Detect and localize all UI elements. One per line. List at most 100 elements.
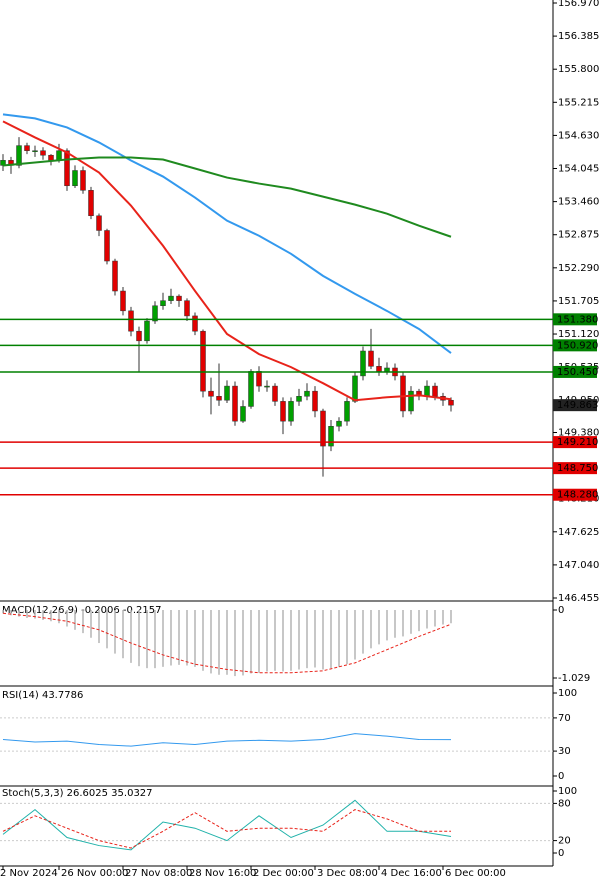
x-tick-label: 28 Nov 16:00: [189, 868, 256, 879]
candle-body: [224, 385, 230, 401]
indicator-line: [2, 799, 452, 851]
y-tick-label: 153.460: [558, 197, 599, 208]
candle-body: [112, 260, 118, 292]
candle-body: [296, 396, 302, 402]
y-tick-label: 20: [558, 836, 571, 847]
candle-body: [24, 145, 30, 151]
indicator-line: [2, 612, 452, 674]
candle-body: [288, 401, 294, 422]
candle-body: [16, 145, 22, 166]
candle-body: [64, 150, 70, 187]
candle-body: [216, 396, 222, 401]
candle-body: [88, 190, 94, 217]
candle-body: [280, 401, 286, 422]
candle-body: [232, 385, 238, 422]
candle-body: [80, 170, 86, 191]
candle-body: [72, 170, 78, 187]
candle-body: [160, 300, 166, 306]
candle-body: [144, 320, 150, 342]
candle-body: [32, 150, 38, 152]
candle-body: [424, 385, 430, 397]
candle-body: [152, 305, 158, 322]
candle-body: [352, 375, 358, 402]
candle-body: [184, 300, 190, 317]
y-tick-label: 147.625: [558, 527, 599, 538]
y-tick-label: 149.380: [558, 427, 599, 438]
candle-body: [416, 390, 422, 397]
y-tick-label: 100: [558, 786, 577, 797]
candle-body: [344, 401, 350, 422]
y-tick-label: 151.120: [558, 329, 599, 340]
y-tick-label: 146.455: [558, 593, 599, 604]
x-tick-label: 3 Dec 08:00: [317, 868, 378, 879]
candle-body: [304, 390, 310, 397]
candle-body: [176, 295, 182, 301]
indicator-label: RSI(14) 43.7786: [2, 690, 83, 701]
y-tick-label: -1.029: [558, 673, 590, 684]
candle-body: [376, 366, 382, 372]
candle-body: [264, 385, 270, 388]
candle-body: [40, 150, 46, 156]
indicator-line: [2, 733, 452, 747]
candle-body: [96, 215, 102, 231]
level-label-box: [553, 339, 597, 352]
y-tick-label: 0: [558, 848, 564, 859]
current-price-box: [553, 399, 597, 412]
candle-body: [320, 410, 326, 447]
candle-body: [128, 310, 134, 332]
level-label-box: [553, 313, 597, 326]
level-label: 150.450: [557, 367, 598, 378]
candle-body: [248, 371, 254, 407]
candle-body: [328, 426, 334, 447]
candle-body: [272, 385, 278, 402]
candle-body: [104, 230, 110, 262]
y-tick-label: 155.800: [558, 64, 599, 75]
level-label: 148.280: [557, 490, 598, 501]
level-label: 150.920: [557, 340, 598, 351]
level-label: 148.750: [557, 463, 598, 474]
level-label-box: [553, 436, 597, 449]
candle-body: [136, 330, 142, 342]
y-tick-label: 147.040: [558, 560, 599, 571]
x-tick-label: 27 Nov 08:00: [125, 868, 192, 879]
candle-body: [360, 350, 366, 377]
current-price-label: 149.863: [557, 400, 598, 411]
candle-body: [336, 420, 342, 427]
candle-body: [168, 295, 174, 301]
level-label-box: [553, 462, 597, 475]
y-tick-label: 70: [558, 713, 571, 724]
level-label-box: [553, 365, 597, 378]
candle-body: [56, 150, 62, 161]
x-tick-label: 2 Dec 00:00: [253, 868, 314, 879]
candle-body: [368, 350, 374, 367]
candle-body: [240, 406, 246, 422]
indicator-label: MACD(12,26,9) -0.2006 -0.2157: [2, 605, 162, 616]
y-tick-label: 154.630: [558, 130, 599, 141]
candle-body: [432, 385, 438, 397]
level-label-box: [553, 488, 597, 501]
x-tick-label: 2 Nov 2024: [0, 868, 58, 879]
y-tick-label: 152.875: [558, 230, 599, 241]
y-tick-label: 80: [558, 798, 571, 809]
candle-body: [200, 330, 206, 392]
y-tick-label: 151.705: [558, 296, 599, 307]
y-tick-label: 30: [558, 746, 571, 757]
y-tick-label: 154.045: [558, 164, 599, 175]
candle-body: [192, 315, 198, 332]
x-tick-label: 26 Nov 00:00: [61, 868, 128, 879]
candle-body: [208, 390, 214, 397]
indicator-label: Stoch(5,3,3) 26.6025 35.0327: [2, 788, 153, 799]
candle-body: [312, 390, 318, 412]
candle-body: [400, 375, 406, 412]
y-tick-label: 156.970: [558, 0, 599, 9]
y-tick-label: 0: [558, 771, 564, 782]
candle-body: [448, 399, 454, 406]
indicator-line: [2, 113, 452, 354]
candle-body: [256, 371, 262, 387]
y-tick-label: 155.215: [558, 97, 599, 108]
level-label: 149.210: [557, 437, 598, 448]
candle-body: [48, 154, 54, 161]
y-tick-label: 0: [558, 605, 564, 616]
